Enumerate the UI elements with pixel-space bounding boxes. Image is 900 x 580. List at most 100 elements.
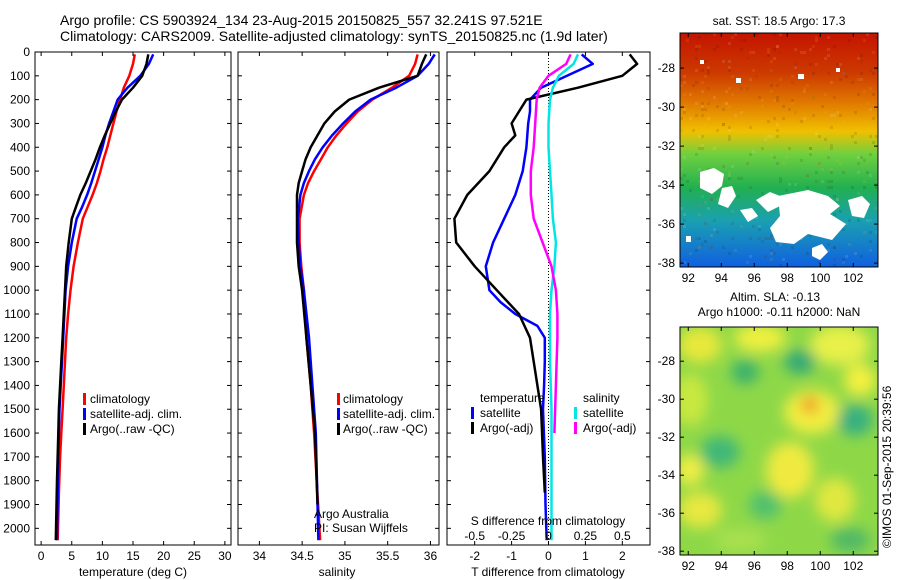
- sla-anomaly-blob: [731, 360, 759, 384]
- sst-texture-pixel: [779, 243, 782, 246]
- sst-texture-pixel: [791, 102, 794, 105]
- sst-texture-pixel: [800, 159, 803, 162]
- lat-tick-label: -30: [658, 392, 676, 406]
- sst-texture-pixel: [794, 66, 797, 69]
- sst-texture-pixel: [731, 75, 734, 78]
- sst-texture-pixel: [695, 45, 698, 48]
- sst-texture-pixel: [875, 135, 878, 138]
- depth-tick-label: 1100: [4, 307, 30, 321]
- temperature-series: [54, 53, 155, 541]
- sst-texture-pixel: [857, 57, 860, 60]
- sst-texture-pixel: [680, 144, 683, 147]
- legend-swatch-satellite: [83, 408, 86, 420]
- sst-texture-pixel: [695, 237, 698, 240]
- sst-texture-pixel: [866, 102, 869, 105]
- sst-texture-pixel: [704, 75, 707, 78]
- sst-texture-pixel: [806, 84, 809, 87]
- sst-texture-pixel: [860, 54, 863, 57]
- sla-anomaly-blob: [844, 364, 876, 396]
- x-tick-label: 30: [218, 549, 232, 563]
- sst-texture-pixel: [845, 255, 848, 258]
- sst-texture-pixel: [728, 66, 731, 69]
- sst-texture-pixel: [728, 129, 731, 132]
- sst-texture-pixel: [848, 243, 851, 246]
- sst-texture-pixel: [860, 60, 863, 63]
- sst-texture-pixel: [713, 33, 716, 36]
- difference-legend: temperature salinity satellite Argo(-adj…: [471, 391, 636, 435]
- sst-texture-pixel: [737, 177, 740, 180]
- sst-texture-pixel: [683, 132, 686, 135]
- sst-texture-pixel: [776, 45, 779, 48]
- sst-texture-pixel: [869, 249, 872, 252]
- sst-texture-pixel: [740, 48, 743, 51]
- sst-texture-pixel: [842, 258, 845, 261]
- sst-texture-pixel: [758, 237, 761, 240]
- sst-texture-pixel: [872, 117, 875, 120]
- sst-texture-pixel: [815, 171, 818, 174]
- depth-tick-label: 200: [10, 93, 30, 107]
- sst-texture-pixel: [869, 135, 872, 138]
- sst-texture-pixel: [698, 147, 701, 150]
- s-difference-tick-label: 0: [545, 529, 552, 543]
- sst-texture-pixel: [755, 216, 758, 219]
- salinity-series: [295, 53, 436, 541]
- sst-texture-pixel: [749, 126, 752, 129]
- sst-texture-pixel: [833, 246, 836, 249]
- sst-texture-pixel: [836, 111, 839, 114]
- sla-anomaly-blob: [810, 327, 870, 365]
- sst-texture-pixel: [683, 111, 686, 114]
- sst-texture-pixel: [722, 123, 725, 126]
- sst-texture-pixel: [770, 135, 773, 138]
- sst-texture-pixel: [779, 78, 782, 81]
- sla-anomaly-blob: [830, 528, 870, 552]
- x-tick-label: 10: [96, 549, 110, 563]
- sst-texture-pixel: [830, 171, 833, 174]
- sst-texture-pixel: [698, 204, 701, 207]
- salinity-panel-frame: [237, 51, 440, 546]
- sst-texture-pixel: [761, 99, 764, 102]
- sst-texture-pixel: [872, 141, 875, 144]
- sst-texture-pixel: [701, 105, 704, 108]
- sst-texture-pixel: [695, 48, 698, 51]
- sst-texture-pixel: [857, 93, 860, 96]
- sst-lat-axis: -28 -30 -32 -34 -36 -38: [658, 61, 878, 270]
- legend-label-t-argo: Argo(-adj): [480, 421, 533, 435]
- sst-texture-pixel: [764, 237, 767, 240]
- legend-label-s-argo: Argo(-adj): [583, 421, 636, 435]
- sst-texture-pixel: [764, 255, 767, 258]
- sst-texture-pixel: [857, 78, 860, 81]
- sst-texture-pixel: [857, 219, 860, 222]
- sst-texture-pixel: [740, 225, 743, 228]
- sst-texture-pixel: [767, 135, 770, 138]
- lon-tick-label: 96: [748, 271, 762, 285]
- legend-swatch-s-satellite: [574, 407, 577, 419]
- sst-texture-pixel: [794, 63, 797, 66]
- sst-texture-pixel: [713, 219, 716, 222]
- sst-texture-pixel: [818, 162, 821, 165]
- sst-texture-pixel: [812, 45, 815, 48]
- sla-anomaly-blob: [680, 492, 722, 528]
- series-line-argo-adj-: [453, 53, 639, 493]
- sst-texture-pixel: [794, 111, 797, 114]
- sst-texture-pixel: [782, 105, 785, 108]
- sst-texture-pixel: [683, 261, 686, 264]
- sst-texture-pixel: [857, 171, 860, 174]
- sst-texture-pixel: [812, 72, 815, 75]
- sst-texture-pixel: [869, 231, 872, 234]
- sst-texture-pixel: [875, 186, 878, 189]
- s-difference-tick-label: -0.25: [498, 529, 526, 543]
- sst-texture-pixel: [830, 168, 833, 171]
- sst-texture-pixel: [842, 171, 845, 174]
- sst-texture-pixel: [701, 90, 704, 93]
- sst-texture-pixel: [722, 108, 725, 111]
- sst-texture-pixel: [812, 96, 815, 99]
- sst-texture-pixel: [770, 84, 773, 87]
- x-tick-label: 0: [545, 549, 552, 563]
- sst-texture-pixel: [818, 135, 821, 138]
- legend-label-t-satellite: satellite: [480, 406, 521, 420]
- legend-swatch-satellite: [337, 408, 340, 420]
- sst-texture-pixel: [707, 69, 710, 72]
- depth-tick-label: 700: [10, 212, 30, 226]
- cloud-patch: [700, 60, 704, 64]
- lat-tick-label: -28: [658, 61, 676, 75]
